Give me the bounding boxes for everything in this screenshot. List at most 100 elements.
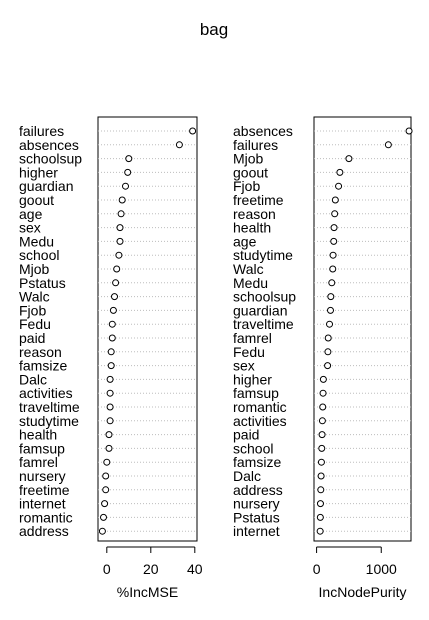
- data-point: [125, 155, 133, 163]
- category-label: famsize: [19, 358, 67, 374]
- data-point: [107, 348, 115, 356]
- data-point: [102, 486, 110, 494]
- category-label: age: [19, 206, 43, 222]
- category-label: freetime: [233, 192, 284, 208]
- category-label: absences: [233, 123, 293, 139]
- data-point: [317, 458, 325, 466]
- data-point: [117, 210, 125, 218]
- category-label: failures: [19, 123, 64, 139]
- data-point: [405, 127, 413, 135]
- category-label: traveltime: [19, 399, 80, 415]
- data-point: [103, 458, 111, 466]
- chart-title: bag: [200, 20, 228, 39]
- data-point: [115, 251, 123, 259]
- data-point: [384, 141, 392, 149]
- data-point: [336, 168, 344, 176]
- category-label: famrel: [19, 454, 58, 470]
- data-point: [105, 431, 113, 439]
- category-label: Walc: [19, 289, 50, 305]
- data-point: [317, 486, 325, 494]
- data-point: [118, 196, 126, 204]
- category-label: studytime: [19, 413, 79, 429]
- data-point: [108, 334, 116, 342]
- plot-box: [313, 116, 412, 542]
- panel-1: absencesfailuresMjobgooutFjobfreetimerea…: [233, 116, 413, 600]
- data-point: [319, 389, 327, 397]
- category-label: Medu: [233, 275, 268, 291]
- category-label: paid: [233, 427, 259, 443]
- data-point: [112, 279, 120, 287]
- x-tick-label: 1000: [366, 561, 397, 577]
- category-label: school: [233, 440, 273, 456]
- category-label: reason: [19, 344, 62, 360]
- data-point: [175, 141, 183, 149]
- data-point: [106, 417, 114, 425]
- category-label: Mjob: [19, 261, 50, 277]
- data-point: [116, 224, 124, 232]
- data-point: [98, 527, 106, 535]
- data-point: [326, 306, 334, 314]
- data-point: [324, 334, 332, 342]
- category-label: reason: [233, 206, 276, 222]
- data-point: [318, 417, 326, 425]
- category-label: Dalc: [233, 468, 261, 484]
- data-point: [316, 527, 324, 535]
- x-axis-label: IncNodePurity: [319, 584, 407, 600]
- data-point: [331, 196, 339, 204]
- category-label: famsup: [19, 440, 65, 456]
- data-point: [319, 375, 327, 383]
- x-axis-label: %IncMSE: [117, 584, 178, 600]
- data-point: [324, 362, 332, 370]
- data-point: [330, 237, 338, 245]
- category-label: Walc: [233, 261, 264, 277]
- category-label: paid: [19, 330, 45, 346]
- category-label: Medu: [19, 233, 54, 249]
- category-label: schoolsup: [233, 289, 296, 305]
- category-label: health: [233, 220, 271, 236]
- category-label: address: [233, 482, 283, 498]
- data-point: [107, 362, 115, 370]
- data-point: [316, 500, 324, 508]
- data-point: [106, 375, 114, 383]
- category-label: famsup: [233, 385, 279, 401]
- data-point: [324, 348, 332, 356]
- data-point: [335, 182, 343, 190]
- category-label: romantic: [233, 399, 287, 415]
- category-label: nursery: [233, 496, 280, 512]
- data-point: [318, 444, 326, 452]
- data-point: [189, 127, 197, 135]
- data-point: [101, 500, 109, 508]
- category-label: famrel: [233, 330, 272, 346]
- category-label: goout: [19, 192, 54, 208]
- category-label: nursery: [19, 468, 66, 484]
- category-label: Fjob: [233, 178, 260, 194]
- category-label: schoolsup: [19, 151, 82, 167]
- data-point: [327, 293, 335, 301]
- category-label: internet: [19, 496, 66, 512]
- data-point: [319, 403, 327, 411]
- data-point: [111, 293, 118, 301]
- data-point: [108, 320, 116, 328]
- category-label: higher: [233, 371, 272, 387]
- category-label: health: [19, 427, 57, 443]
- data-point: [109, 306, 117, 314]
- category-label: guardian: [233, 302, 288, 318]
- data-point: [316, 513, 324, 521]
- x-tick-label: 40: [187, 561, 203, 577]
- category-label: Dalc: [19, 371, 47, 387]
- category-label: Mjob: [233, 151, 264, 167]
- panel-0: failuresabsencesschoolsuphigherguardiang…: [19, 116, 203, 600]
- category-label: studytime: [233, 247, 293, 263]
- x-tick-label: 20: [143, 561, 159, 577]
- category-label: Fedu: [19, 316, 51, 332]
- category-label: age: [233, 233, 257, 249]
- category-label: failures: [233, 137, 278, 153]
- x-tick-label: 0: [103, 561, 111, 577]
- category-label: Pstatus: [19, 275, 66, 291]
- data-point: [317, 472, 325, 480]
- category-label: school: [19, 247, 59, 263]
- category-label: address: [19, 523, 69, 539]
- data-point: [106, 403, 114, 411]
- category-label: activities: [19, 385, 73, 401]
